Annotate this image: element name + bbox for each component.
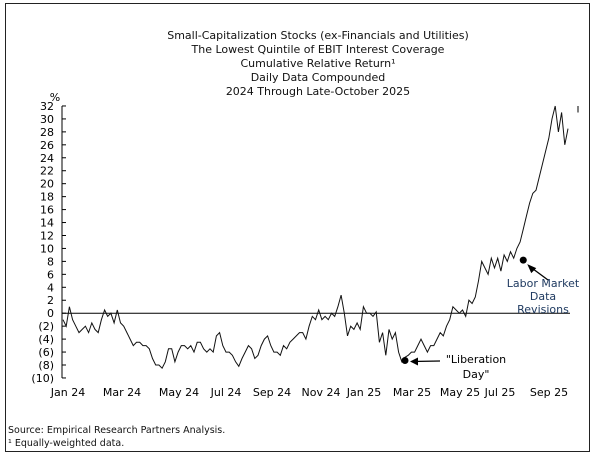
y-tick-label: 18 xyxy=(40,191,54,204)
y-tick-label: 26 xyxy=(40,139,54,152)
y-tick-label: 0 xyxy=(47,307,54,320)
y-tick-label: 30 xyxy=(40,113,54,126)
y-tick-label: 22 xyxy=(40,165,54,178)
y-tick-label: 2 xyxy=(47,294,54,307)
liberation-day-marker xyxy=(401,356,409,364)
x-tick-label: Jul 25 xyxy=(484,386,516,399)
chart-title: Small-Capitalization Stocks (ex-Financia… xyxy=(0,29,602,99)
y-tick-label: (2) xyxy=(38,320,54,333)
y-tick-label: (6) xyxy=(38,346,54,359)
y-tick-label: 6 xyxy=(47,268,54,281)
x-tick-label: Mar 25 xyxy=(393,386,431,399)
y-tick-label: 4 xyxy=(47,281,54,294)
labor-market-label: Revisions xyxy=(517,303,569,316)
x-tick-label: Jul 24 xyxy=(210,386,242,399)
title-line-4: Daily Data Compounded xyxy=(250,71,386,84)
y-tick-label: 16 xyxy=(40,204,54,217)
title-line-2: The Lowest Quintile of EBIT Interest Cov… xyxy=(191,43,445,56)
x-tick-label: May 24 xyxy=(159,386,199,399)
labor-market-label: Data xyxy=(530,290,556,303)
arrowhead xyxy=(409,357,418,366)
y-tick-label: 20 xyxy=(40,178,54,191)
y-tick-label: 24 xyxy=(40,152,54,165)
series-line xyxy=(62,105,569,370)
x-tick-label: Jan 24 xyxy=(50,386,85,399)
y-tick-label: (10) xyxy=(31,372,54,385)
y-tick-label: (4) xyxy=(38,333,54,346)
liberation-day-label: "Liberation xyxy=(446,353,506,366)
x-tick-label: Mar 24 xyxy=(103,386,141,399)
x-tick-label: May 25 xyxy=(440,386,480,399)
x-tick-label: Sep 25 xyxy=(530,386,568,399)
chart-frame xyxy=(5,3,590,452)
y-tick-label: 12 xyxy=(40,229,54,242)
footnote: ¹ Equally-weighted data. xyxy=(8,438,125,449)
y-tick-label: 28 xyxy=(40,126,54,139)
title-line-5: 2024 Through Late-October 2025 xyxy=(225,85,411,98)
labor-market-marker xyxy=(519,256,527,264)
y-tick-label: 10 xyxy=(40,242,54,255)
arrowhead xyxy=(527,264,537,274)
liberation-day-label: Day" xyxy=(463,368,490,381)
x-tick-label: Nov 24 xyxy=(302,386,341,399)
y-tick-label: 14 xyxy=(40,217,54,230)
footer: Source: Empirical Research Partners Anal… xyxy=(8,424,225,450)
x-tick-label: Sep 24 xyxy=(253,386,291,399)
title-line-3: Cumulative Relative Return¹ xyxy=(240,57,396,70)
y-tick-label: 8 xyxy=(47,255,54,268)
source-note: Source: Empirical Research Partners Anal… xyxy=(8,425,226,436)
title-line-1: Small-Capitalization Stocks (ex-Financia… xyxy=(167,29,469,42)
y-tick-label: (8) xyxy=(38,359,54,372)
y-axis-label: % xyxy=(50,91,60,104)
y-tick-label: 32 xyxy=(40,100,54,113)
labor-market-label: Labor Market xyxy=(507,277,580,290)
x-tick-label: Jan 25 xyxy=(346,386,381,399)
